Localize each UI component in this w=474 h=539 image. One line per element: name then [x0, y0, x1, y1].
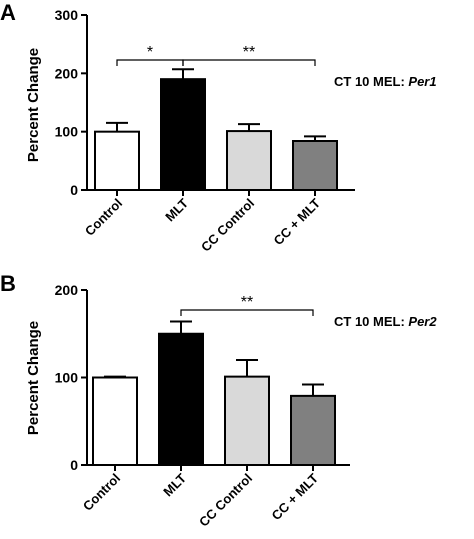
panel-b-annotation: CT 10 MEL: Per2 — [334, 314, 437, 329]
panel-b-plot: 0 100 200 Control MLT CC Control CC + MLT ** — [55, 282, 350, 530]
panel-b-bar-cc-mlt — [290, 394, 336, 466]
panel-b-x-category-label: CC + MLT — [269, 470, 322, 523]
panel-b-letter: B — [0, 271, 16, 296]
panel-b-annotation-gene: Per2 — [408, 314, 437, 329]
panel-b-bar-cc-control — [224, 375, 270, 466]
panel-b-significance-bracket — [180, 309, 314, 316]
panel-a-annotation-gene: Per1 — [408, 74, 436, 89]
panel-a-annotation-prefix: CT 10 MEL: — [334, 74, 408, 89]
panel-a-x-category-label: Control — [82, 196, 125, 239]
panel-a-y-axis-label: Percent Change — [25, 48, 42, 162]
panel-b-x-category-label: CC Control — [196, 471, 255, 530]
panel-b-x-category-label: Control — [80, 471, 123, 514]
panel-a-y-tick-label: 200 — [55, 65, 79, 81]
panel-a-significance-label: ** — [243, 44, 255, 61]
panel-a-y-tick-label: 300 — [55, 7, 79, 23]
panel-a-bar-cc-control — [226, 130, 272, 191]
panel-b-significance-label: ** — [241, 294, 253, 311]
panel-b-y-tick-label: 200 — [55, 282, 79, 298]
panel-a-letter: A — [0, 0, 16, 25]
panel-b-annotation-prefix: CT 10 MEL: — [334, 314, 408, 329]
panel-a-bar-control — [94, 130, 140, 192]
panel-b-x-category-label: MLT — [160, 470, 189, 499]
panel-a-y-tick-label: 0 — [70, 182, 78, 198]
panel-b-y-tick-label: 0 — [70, 457, 78, 473]
panel-a-x-category-label: CC + MLT — [271, 195, 324, 248]
panel-b: B Percent Change CT 10 MEL: Per2 0 100 200… — [0, 271, 437, 530]
panel-a-annotation: CT 10 MEL: Per1 — [334, 74, 437, 89]
panel-a-significance-bracket — [182, 59, 316, 66]
panel-a-y-tick-label: 100 — [55, 124, 79, 140]
panel-a-x-category-label: CC Control — [198, 196, 257, 255]
panel-b-bar-mlt — [158, 332, 204, 466]
panel-a-bar-mlt — [160, 78, 206, 191]
panel-b-bar-control — [92, 376, 138, 466]
panel-a-bar-cc-mlt — [292, 140, 338, 191]
panel-a-x-category-label: MLT — [162, 195, 191, 224]
panel-a-significance-label: * — [147, 44, 153, 61]
panel-b-y-tick-label: 100 — [55, 370, 79, 386]
panel-b-y-axis-label: Percent Change — [25, 321, 42, 435]
panel-a: A Percent Change CT 10 MEL: Per1 0 100 200… — [0, 0, 437, 255]
